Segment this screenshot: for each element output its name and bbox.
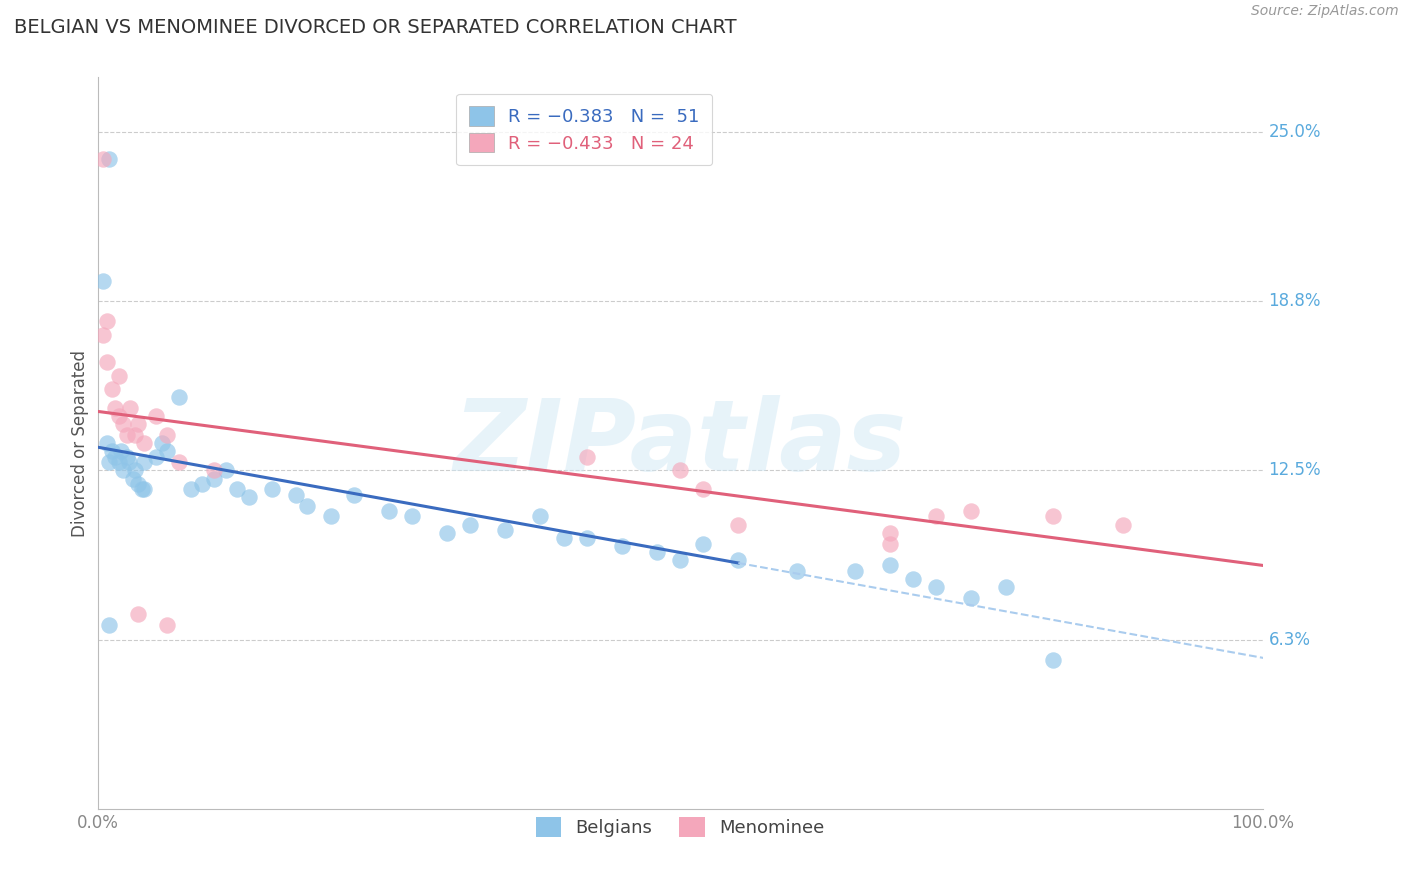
Point [844,564,866,578]
Point [436,525,458,540]
Point [93,327,115,342]
Point [124,463,146,477]
Point [145,450,167,464]
Point [879,536,901,550]
Point [150,436,173,450]
Point [262,483,284,497]
Point [112,463,135,477]
Text: 6.3%: 6.3% [1268,631,1310,648]
Point [104,401,127,415]
Point [1042,653,1064,667]
Point [98,618,121,632]
Point [960,504,983,518]
Point [96,314,118,328]
Point [1042,509,1064,524]
Point [134,455,156,469]
Point [879,525,901,540]
Point [575,531,598,545]
Point [727,553,749,567]
Point [1112,517,1135,532]
Point [238,491,260,505]
Point [692,483,714,497]
Point [134,483,156,497]
Point [104,450,127,464]
Text: 25.0%: 25.0% [1268,122,1322,141]
Point [100,444,122,458]
Point [93,152,115,166]
Point [529,509,551,524]
Point [131,483,153,497]
Point [494,523,516,537]
Legend: Belgians, Menominee: Belgians, Menominee [529,810,831,844]
Point [669,553,692,567]
Point [107,455,129,469]
Point [925,509,948,524]
Point [127,607,149,621]
Point [121,471,143,485]
Text: BELGIAN VS MENOMINEE DIVORCED OR SEPARATED CORRELATION CHART: BELGIAN VS MENOMINEE DIVORCED OR SEPARAT… [14,18,737,37]
Point [167,455,190,469]
Point [100,382,122,396]
Point [960,591,983,605]
Point [202,463,225,477]
Point [127,417,149,432]
Point [460,517,482,532]
Point [669,463,692,477]
Point [98,152,121,166]
Point [925,580,948,594]
Y-axis label: Divorced or Separated: Divorced or Separated [72,350,89,537]
Point [127,477,149,491]
Point [156,428,179,442]
Point [96,436,118,450]
Point [378,504,401,518]
Point [156,618,179,632]
Point [879,558,901,573]
Point [134,436,156,450]
Point [284,488,307,502]
Point [98,455,121,469]
Point [145,409,167,424]
Point [167,390,190,404]
Point [124,428,146,442]
Point [319,509,342,524]
Point [156,444,179,458]
Point [226,483,249,497]
Point [610,539,633,553]
Point [215,463,238,477]
Point [112,417,135,432]
Point [553,531,575,545]
Point [180,483,202,497]
Point [93,274,115,288]
Text: 18.8%: 18.8% [1268,292,1322,310]
Point [107,409,129,424]
Point [995,580,1018,594]
Point [727,517,749,532]
Point [107,368,129,383]
Point [115,428,138,442]
Point [96,355,118,369]
Point [110,444,132,458]
Point [115,450,138,464]
Point [901,572,924,586]
Point [575,450,598,464]
Point [297,499,319,513]
Text: 12.5%: 12.5% [1268,461,1322,479]
Point [343,488,366,502]
Point [191,477,214,491]
Point [645,544,668,558]
Point [401,509,423,524]
Point [120,401,142,415]
Point [786,564,808,578]
Point [202,471,225,485]
Point [118,455,141,469]
Text: Source: ZipAtlas.com: Source: ZipAtlas.com [1251,4,1399,19]
Point [692,536,714,550]
Text: ZIPatlas: ZIPatlas [454,395,907,491]
